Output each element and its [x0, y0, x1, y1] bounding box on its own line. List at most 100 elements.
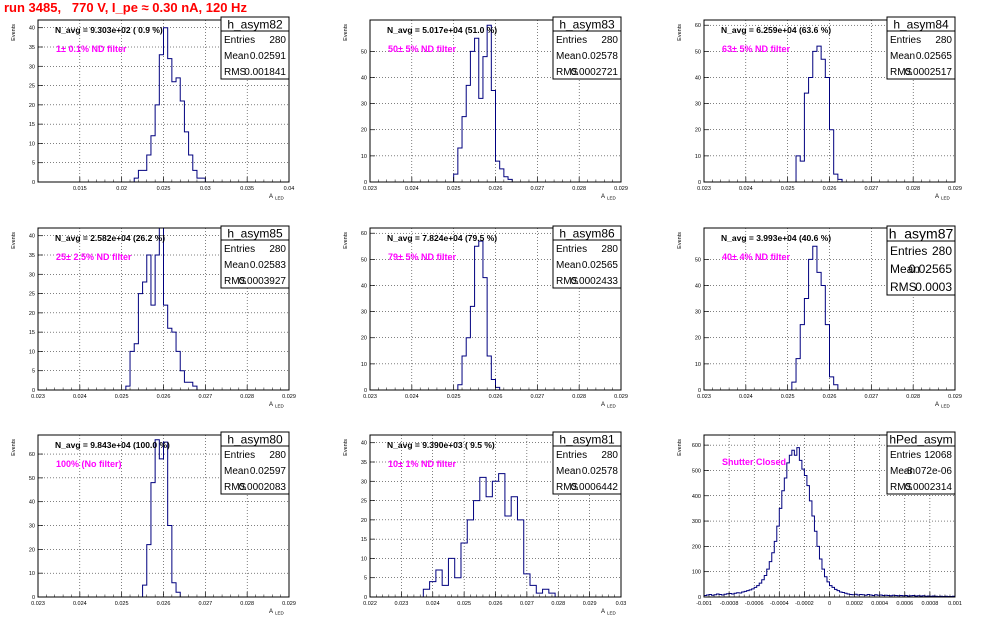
x-tick-label: 0.023 [363, 186, 377, 192]
y-tick-label: 30 [29, 524, 35, 530]
pad-hPed_asym: -0.001 -0.0008 -0.0006 -0.0004 -0.0002 0 0.000… [677, 431, 962, 607]
y-tick-label: 10 [361, 154, 367, 160]
x-tick-label: 0.027 [520, 601, 534, 607]
x-tick-label: 0.024 [405, 394, 419, 400]
y-tick-label: 20 [361, 518, 367, 524]
y-tick-label: 40 [361, 75, 367, 81]
stats-key: Mean [890, 51, 915, 62]
stats-key: Mean [890, 262, 920, 276]
x-tick-label: 0.026 [823, 186, 837, 192]
x-tick-label: 0.028 [906, 394, 920, 400]
stats-value: 280 [269, 450, 286, 461]
y-tick-label: 20 [361, 128, 367, 134]
histogram-bars [791, 245, 839, 390]
x-tick-label: 0.0006 [896, 601, 913, 607]
stats-value: 280 [269, 244, 286, 255]
x-tick-label: 0.024 [739, 394, 753, 400]
stats-value: 0.02597 [250, 466, 287, 477]
navg-label: N_avg = 2.582e+04 (26.2 %) [55, 233, 165, 243]
y-tick-label: 10 [29, 141, 35, 147]
x-tick-label: 0.022 [363, 601, 377, 607]
x-tick-label: 0.02 [116, 186, 127, 192]
y-tick-label: 50 [361, 49, 367, 55]
filter-label: 10± 1% ND filter [388, 459, 456, 469]
x-tick-label: 0.025 [115, 394, 129, 400]
y-tick-label: 0 [364, 180, 367, 186]
y-tick-label: 50 [695, 49, 701, 55]
x-tick-label: 0.026 [157, 394, 171, 400]
x-axis-label: A LED [601, 609, 617, 616]
stats-box: h_asym80 Entries 280 Mean 0.02597RMS0.000208… [220, 431, 290, 495]
stats-box-title: h_asym80 [227, 433, 283, 447]
y-tick-label: 0 [364, 388, 367, 394]
navg-label: N_avg = 7.824e+04 (79.5 %) [387, 233, 497, 243]
y-tick-label: 0 [32, 388, 35, 394]
x-tick-label: -0.001 [696, 601, 712, 607]
stats-key: Mean [556, 260, 581, 271]
y-axis-label: Events [343, 232, 349, 249]
x-tick-label: 0.028 [551, 601, 565, 607]
stats-value: -8.072e-06 [904, 466, 953, 477]
x-tick-label: 0.029 [282, 394, 296, 400]
histogram-bars [133, 27, 206, 182]
y-tick-label: 40 [29, 234, 35, 240]
x-tick-label: 0.027 [864, 394, 878, 400]
stats-key: Mean [224, 260, 249, 271]
stats-key: RMS [556, 67, 579, 78]
x-tick-label: 0.027 [864, 186, 878, 192]
pad-h_asym84: 0.023 0.024 0.025 0.026 0.027 0.028 0.029 0 10 20… [677, 16, 962, 201]
y-tick-label: 40 [361, 441, 367, 447]
y-tick-label: 0 [32, 595, 35, 601]
y-tick-label: 30 [695, 102, 701, 108]
stats-key: Entries [224, 244, 255, 255]
stats-value: 280 [601, 450, 618, 461]
stats-key: RMS [224, 482, 247, 493]
x-tick-label: 0.001 [948, 601, 962, 607]
filter-label: 40± 4% ND filter [722, 252, 790, 262]
stats-box-frame [552, 431, 622, 495]
y-tick-label: 50 [361, 257, 367, 263]
filter-label: 100% (No filter) [56, 459, 122, 469]
x-tick-label: 0.023 [697, 186, 711, 192]
stats-box-frame [220, 431, 290, 495]
x-tick-label: 0.0004 [871, 601, 888, 607]
stats-key: Entries [890, 244, 927, 258]
x-tick-label: 0.024 [73, 601, 87, 607]
y-tick-label: 0 [32, 180, 35, 186]
y-tick-label: 30 [361, 479, 367, 485]
stats-value: 0.02565 [916, 51, 953, 62]
stats-box-title: hPed_asym [889, 433, 952, 447]
y-axis-label: Events [11, 232, 17, 249]
y-tick-label: 0 [364, 595, 367, 601]
x-tick-label: -0.0008 [720, 601, 739, 607]
y-tick-label: 0 [698, 180, 701, 186]
stats-key: Entries [556, 244, 587, 255]
x-axis-label: A LED [935, 402, 951, 409]
stats-key: Entries [224, 450, 255, 461]
y-tick-label: 50 [29, 476, 35, 482]
y-tick-label: 10 [361, 362, 367, 368]
stats-box-title: h_asym87 [889, 226, 954, 242]
navg-label: N_avg = 3.993e+04 (40.6 %) [721, 233, 831, 243]
x-tick-label: 0.03 [200, 186, 211, 192]
navg-label: N_avg = 5.017e+04 (51.0 %) [387, 25, 497, 35]
stats-box: h_asym81 Entries 280 Mean 0.02578RMS0.000644… [552, 431, 622, 495]
x-tick-label: 0.023 [363, 394, 377, 400]
y-tick-label: 30 [361, 102, 367, 108]
stats-box-frame [886, 16, 956, 80]
x-tick-label: 0.0008 [921, 601, 938, 607]
pad-h_asym80: 0.023 0.024 0.025 0.026 0.027 0.028 0.029 0 10 20… [11, 431, 296, 616]
y-tick-label: 20 [361, 336, 367, 342]
y-tick-label: 0 [698, 388, 701, 394]
x-tick-label: 0.025 [447, 394, 461, 400]
x-tick-label: 0.028 [572, 394, 586, 400]
stats-value: 0.02591 [250, 51, 287, 62]
x-axis-label: A LED [601, 194, 617, 201]
histogram-bars [142, 439, 181, 597]
navg-label: N_avg = 6.259e+04 (63.6 %) [721, 25, 831, 35]
y-tick-label: 30 [29, 272, 35, 278]
stats-key: RMS [890, 280, 917, 294]
y-axis-label: Events [343, 439, 349, 456]
y-tick-label: 50 [695, 257, 701, 263]
x-tick-label: 0.025 [457, 601, 471, 607]
